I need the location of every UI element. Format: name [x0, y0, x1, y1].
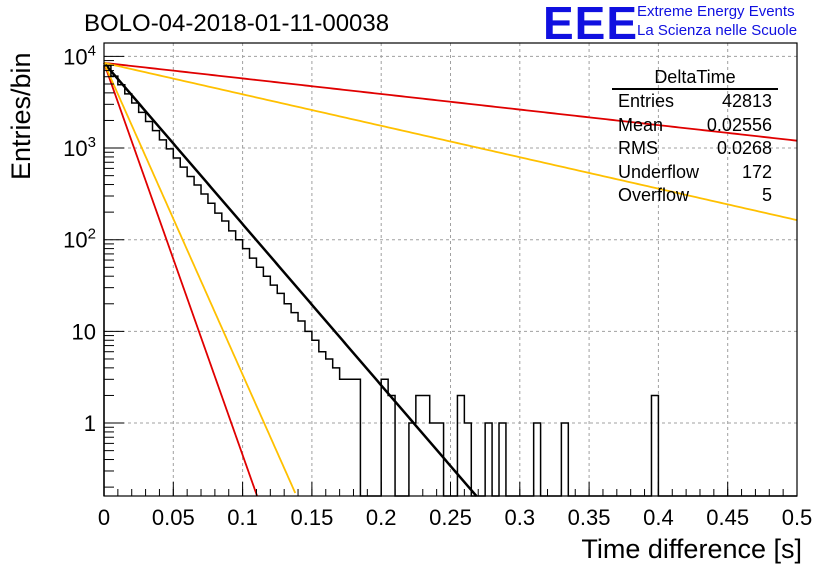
- stats-title: DeltaTime: [612, 66, 778, 90]
- x-tick-label: 0.1: [227, 505, 258, 530]
- y-tick-label: 104: [63, 42, 96, 69]
- stats-row: Mean 0.02556: [612, 114, 778, 138]
- x-axis-label: Time difference [s]: [581, 534, 802, 564]
- stats-value: 172: [741, 161, 772, 182]
- x-tick-labels: 0 0.05 0.1 0.15 0.2 0.25 0.3 0.35 0.4 0.45 0.5: [98, 505, 812, 530]
- stats-value: 0.0268: [716, 138, 772, 158]
- logo-line-1: Extreme Energy Events: [637, 3, 795, 20]
- x-tick-label: 0.45: [706, 505, 749, 530]
- stats-label: RMS: [618, 138, 658, 158]
- grid-lines: [104, 43, 797, 496]
- y-tick-label: 1: [84, 411, 96, 436]
- fit-curve: [103, 62, 478, 497]
- fit-curve: [103, 62, 258, 497]
- axis-ticks: [103, 55, 798, 496]
- x-tick-label: 0: [98, 505, 110, 530]
- fit-curve: [103, 61, 798, 142]
- stats-row: Entries 42813: [612, 90, 778, 114]
- fit-curves: [103, 61, 798, 497]
- x-tick-label: 0.15: [290, 505, 333, 530]
- y-axis-label: Entries/bin: [6, 52, 36, 180]
- fit-curve: [103, 62, 297, 494]
- stats-label: Underflow: [618, 161, 700, 182]
- y-tick-label: 102: [63, 226, 96, 253]
- x-tick-label: 0.2: [366, 505, 397, 530]
- stats-label: Mean: [618, 114, 664, 135]
- stats-value: 0.02556: [706, 114, 772, 135]
- fit-curve: [103, 61, 798, 221]
- x-tick-label: 0.5: [782, 505, 813, 530]
- y-tick-label: 10: [72, 319, 96, 344]
- x-tick-label: 0.35: [568, 505, 611, 530]
- x-tick-label: 0.05: [152, 505, 195, 530]
- stats-row: RMS 0.0268: [612, 137, 778, 161]
- stats-box: DeltaTime Entries 42813 Mean 0.02556 RMS…: [612, 66, 778, 208]
- stats-label: Entries: [618, 91, 675, 111]
- stats-value: 5: [761, 185, 772, 205]
- y-tick-label: 103: [63, 134, 96, 161]
- stats-row: Underflow 172: [612, 161, 778, 185]
- stats-row: Overflow 5: [612, 184, 778, 208]
- x-tick-label: 0.3: [505, 505, 536, 530]
- x-tick-label: 0.25: [429, 505, 472, 530]
- stats-value: 42813: [721, 91, 772, 111]
- chart-title: BOLO-04-2018-01-11-00038: [84, 10, 390, 37]
- eee-logo: EEE: [543, 0, 639, 49]
- logo-line-2: La Scienza nelle Scuole: [637, 22, 798, 39]
- stats-label: Overflow: [618, 185, 690, 205]
- x-tick-label: 0.4: [643, 505, 674, 530]
